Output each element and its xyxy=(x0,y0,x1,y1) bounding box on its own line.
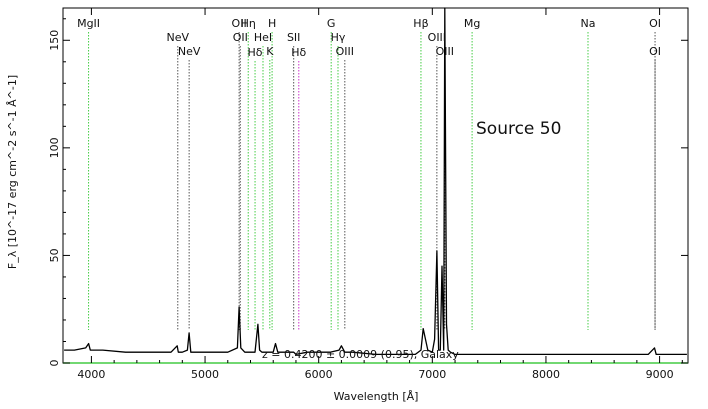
line-id-label: Na xyxy=(581,17,596,30)
line-id-label: Hη xyxy=(241,17,256,30)
spectrum-line xyxy=(64,7,687,356)
line-id-label: K xyxy=(266,45,274,58)
line-id-labels: MgIINeVNeVOIIOIIHηHδHHeIKSIIHδGHγOIIIHβO… xyxy=(77,17,661,59)
line-id-label: OII xyxy=(232,17,247,30)
x-tick-label: 8000 xyxy=(532,368,560,381)
x-tick-label: 5000 xyxy=(191,368,219,381)
plot-frame xyxy=(62,7,689,364)
line-id-label: OIII xyxy=(428,31,446,44)
x-tick-label: 4000 xyxy=(77,368,105,381)
spectrum-series xyxy=(64,7,687,356)
line-id-label: OI xyxy=(649,45,661,58)
axis-ticks: 4000 5000 6000 7000 8000 9000 0 50 100 150 xyxy=(48,8,688,381)
y-tick-label: 150 xyxy=(48,30,61,51)
x-tick-label: 9000 xyxy=(646,368,674,381)
line-id-label: Mg xyxy=(464,17,480,30)
fit-result-text: z = 0.4200 ± 0.0009 (0.95), Galaxy xyxy=(262,348,459,361)
line-id-markers xyxy=(88,32,656,330)
y-tick-label: 50 xyxy=(48,248,61,262)
line-id-label: OI xyxy=(649,17,661,30)
line-id-label: NeV xyxy=(167,31,190,44)
x-tick-label: 6000 xyxy=(305,368,333,381)
line-id-label: HeI xyxy=(254,31,272,44)
line-id-label: H xyxy=(268,17,276,30)
line-id-label: Hδ xyxy=(291,46,306,59)
y-tick-label: 0 xyxy=(48,360,61,367)
x-tick-label: 7000 xyxy=(418,368,446,381)
line-id-label: Hγ xyxy=(331,31,346,44)
y-axis-label: F_λ [10^-17 erg cm^-2 s^-1 Å^-1] xyxy=(6,75,19,269)
line-id-label: OIII xyxy=(436,45,454,58)
line-id-label: Hβ xyxy=(413,17,428,30)
line-id-label: OII xyxy=(233,31,248,44)
line-id-label: NeV xyxy=(178,45,201,58)
line-id-label: Hδ xyxy=(248,46,263,59)
line-id-label: G xyxy=(327,17,336,30)
line-id-label: MgII xyxy=(77,17,100,30)
chart-annotation: Source 50 xyxy=(476,119,561,139)
line-id-label: OIII xyxy=(336,45,354,58)
y-tick-label: 100 xyxy=(48,137,61,158)
line-id-label: SII xyxy=(287,31,300,44)
x-axis-label: Wavelength [Å] xyxy=(334,390,419,403)
